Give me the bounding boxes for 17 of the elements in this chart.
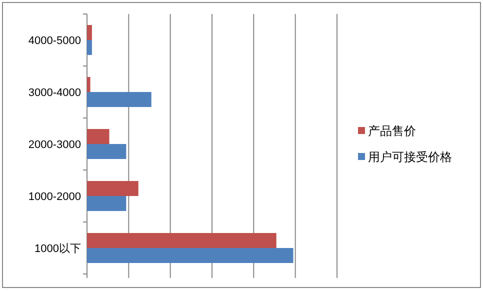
y-tick-label: 1000以下 xyxy=(34,242,81,255)
y-tick-label: 3000-4000 xyxy=(28,87,81,99)
bar xyxy=(87,92,152,107)
bar xyxy=(87,25,92,40)
bar xyxy=(87,40,92,55)
bar xyxy=(87,196,126,211)
y-tick-label: 2000-3000 xyxy=(28,139,81,151)
legend-label: 用户可接受价格 xyxy=(368,150,452,164)
bar xyxy=(87,233,276,248)
y-tick-label: 1000-2000 xyxy=(28,191,81,203)
legend-label: 产品售价 xyxy=(368,124,416,138)
y-tick-label: 4000-5000 xyxy=(28,35,81,47)
bar xyxy=(87,181,138,196)
bar xyxy=(87,77,90,92)
bar xyxy=(87,248,294,263)
bar xyxy=(87,129,110,144)
bar xyxy=(87,144,126,159)
